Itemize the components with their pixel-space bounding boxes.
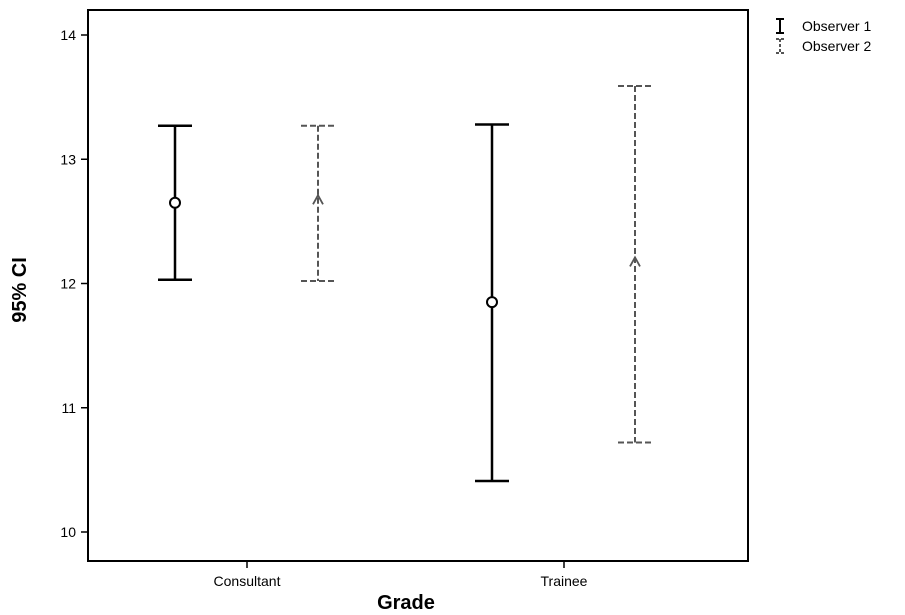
mean-marker <box>169 196 181 209</box>
error-bar <box>301 124 335 283</box>
y-axis: 10 11 12 13 14 <box>60 27 88 540</box>
y-tick-label: 11 <box>61 400 76 416</box>
x-axis-title: Grade <box>377 592 435 614</box>
legend-errorbar-icon <box>776 18 784 34</box>
y-tick-label: 14 <box>60 27 76 43</box>
y-tick-label: 10 <box>60 524 76 540</box>
y-tick-label: 12 <box>60 276 76 292</box>
x-tick-label: Consultant <box>214 573 281 589</box>
legend-label: Observer 1 <box>802 18 871 34</box>
mean-marker <box>629 255 641 267</box>
y-tick-label: 13 <box>60 151 76 167</box>
x-tick-label: Trainee <box>541 573 588 589</box>
mean-marker <box>312 193 324 205</box>
plot-area <box>87 9 749 562</box>
legend-errorbar-icon <box>776 38 784 54</box>
error-bar <box>158 124 192 282</box>
series-layer <box>158 84 652 483</box>
x-axis: Consultant Trainee <box>214 561 588 589</box>
y-axis-title: 95% CI <box>9 257 31 323</box>
error-bar <box>475 123 509 483</box>
legend-label: Observer 2 <box>802 38 871 54</box>
mean-marker <box>486 296 498 309</box>
error-bar <box>618 84 652 444</box>
legend: Observer 1 Observer 2 <box>776 18 871 54</box>
